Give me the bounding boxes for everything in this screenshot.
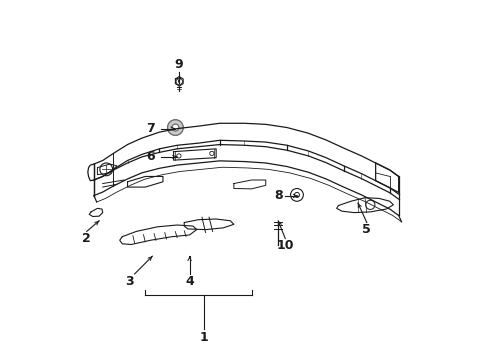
Text: 2: 2 [82, 232, 91, 245]
Text: 10: 10 [276, 239, 293, 252]
Text: 6: 6 [146, 150, 155, 163]
Text: 4: 4 [185, 275, 194, 288]
Text: 3: 3 [125, 275, 133, 288]
Text: 5: 5 [362, 223, 370, 236]
Wedge shape [167, 120, 183, 135]
Text: 7: 7 [146, 122, 155, 135]
Text: 8: 8 [273, 189, 282, 202]
Text: 9: 9 [174, 58, 183, 71]
Text: 1: 1 [199, 331, 208, 344]
